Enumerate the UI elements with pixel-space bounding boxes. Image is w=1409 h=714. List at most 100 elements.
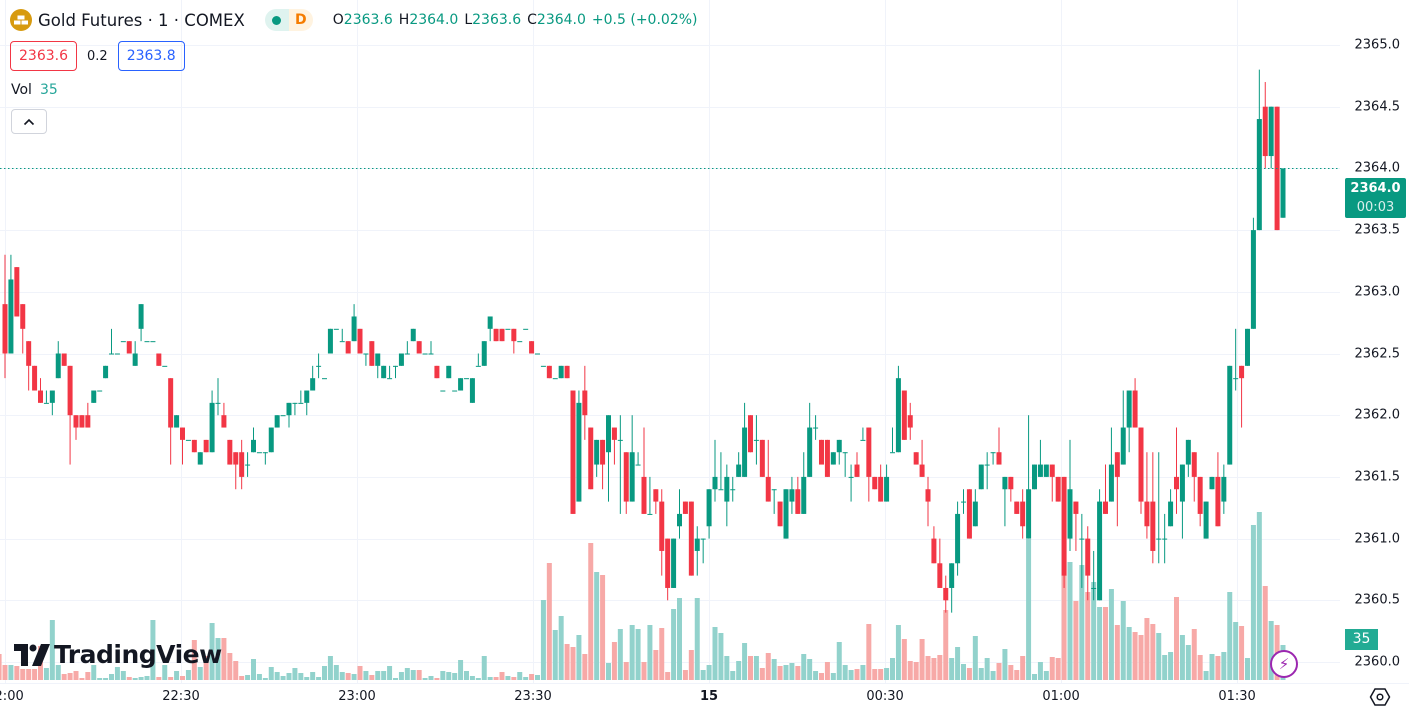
- candle-body: [156, 353, 162, 366]
- candle-body: [286, 402, 292, 416]
- candle: [617, 415, 623, 514]
- candle-body: [718, 489, 724, 491]
- candle-body: [49, 390, 55, 403]
- candle: [955, 501, 961, 576]
- volume-bar: [665, 672, 671, 680]
- volume-bar: [511, 677, 517, 680]
- candle-body: [268, 427, 274, 453]
- candle-body: [203, 439, 209, 453]
- high-value: 2364.0: [409, 12, 459, 28]
- volume-bar: [1032, 674, 1037, 680]
- candle: [765, 439, 771, 502]
- candle: [907, 402, 913, 440]
- candle-body: [251, 439, 256, 453]
- candle: [505, 328, 511, 330]
- candle-body: [8, 279, 14, 354]
- volume-bar: [43, 668, 49, 680]
- candle: [416, 341, 422, 354]
- volume-bar: [1079, 565, 1085, 680]
- candle: [694, 526, 700, 576]
- lightning-icon[interactable]: ⚡: [1270, 650, 1298, 678]
- volume-bar: [653, 650, 659, 680]
- volume-bar: [807, 659, 813, 680]
- volume-bar: [292, 668, 298, 680]
- candle: [813, 415, 819, 440]
- candle-body: [783, 489, 789, 539]
- candle: [872, 476, 878, 490]
- volume-bar: [316, 677, 322, 680]
- candle: [1079, 513, 1085, 588]
- sell-button[interactable]: 2363.6: [10, 41, 77, 71]
- candle-body: [375, 353, 381, 366]
- volume-bar: [901, 639, 907, 680]
- candle-body: [937, 563, 943, 588]
- volume-bar: [759, 668, 765, 680]
- candle-body: [540, 365, 546, 367]
- candle-body: [1073, 501, 1079, 514]
- open-label: O: [332, 12, 344, 28]
- candle: [440, 390, 446, 392]
- symbol-title[interactable]: Gold Futures · 1 · COMEX: [38, 10, 245, 30]
- candle: [1197, 476, 1203, 527]
- candle: [1026, 415, 1032, 539]
- volume-bar: [777, 666, 783, 680]
- volume-bar: [97, 678, 103, 680]
- candle-body: [913, 452, 919, 465]
- volume-bar: [339, 672, 345, 680]
- candle: [1280, 168, 1286, 218]
- candle: [535, 353, 540, 355]
- candle-body: [511, 328, 517, 342]
- volume-bar: [949, 658, 955, 680]
- candle-body: [180, 427, 185, 440]
- candle: [901, 390, 907, 440]
- buy-button[interactable]: 2363.8: [117, 41, 185, 71]
- candle-body: [1091, 587, 1097, 589]
- candle-body: [1014, 501, 1020, 514]
- candle: [783, 489, 789, 539]
- volume-bar: [487, 677, 493, 680]
- candle-body: [1097, 501, 1103, 601]
- candle-body: [262, 452, 268, 454]
- candle-body: [925, 489, 931, 502]
- volume-bar: [748, 656, 753, 680]
- collapse-legend-button[interactable]: [11, 109, 47, 134]
- candle: [1203, 501, 1209, 539]
- volume-bar: [79, 678, 85, 680]
- volume-bar: [1061, 575, 1067, 680]
- candle-body: [730, 489, 736, 491]
- volume-bar: [499, 672, 505, 680]
- candle-body: [26, 341, 32, 366]
- candle: [487, 316, 493, 342]
- volume-bar: [1150, 624, 1156, 680]
- candle: [884, 464, 890, 502]
- candle: [978, 464, 984, 490]
- volume-bar: [990, 671, 996, 680]
- candle: [61, 353, 67, 366]
- close-label: C: [527, 12, 537, 28]
- candle: [268, 427, 274, 453]
- volume-bar: [132, 678, 138, 680]
- volume-bar: [860, 665, 866, 680]
- volume-bar: [611, 642, 617, 680]
- settings-hexagon-icon[interactable]: [1369, 687, 1391, 711]
- candle: [274, 415, 280, 428]
- candle: [961, 489, 966, 514]
- candle: [724, 464, 730, 527]
- candle: [32, 365, 38, 391]
- volume-bar: [913, 662, 919, 680]
- volume-bar: [966, 668, 972, 680]
- candle-body: [576, 402, 582, 502]
- candle-body: [322, 378, 327, 380]
- candle: [97, 390, 103, 392]
- volume-bar: [771, 659, 777, 680]
- candle-body: [304, 390, 310, 403]
- volume-bar: [836, 642, 842, 680]
- gold-bars-icon: [10, 9, 32, 31]
- tradingview-logo[interactable]: TradingView: [14, 640, 222, 669]
- volume-bar: [1203, 671, 1209, 680]
- volume-bar: [2, 665, 8, 680]
- volume-bar: [475, 678, 481, 680]
- status-badge[interactable]: D: [264, 9, 313, 31]
- candle-body: [410, 328, 416, 342]
